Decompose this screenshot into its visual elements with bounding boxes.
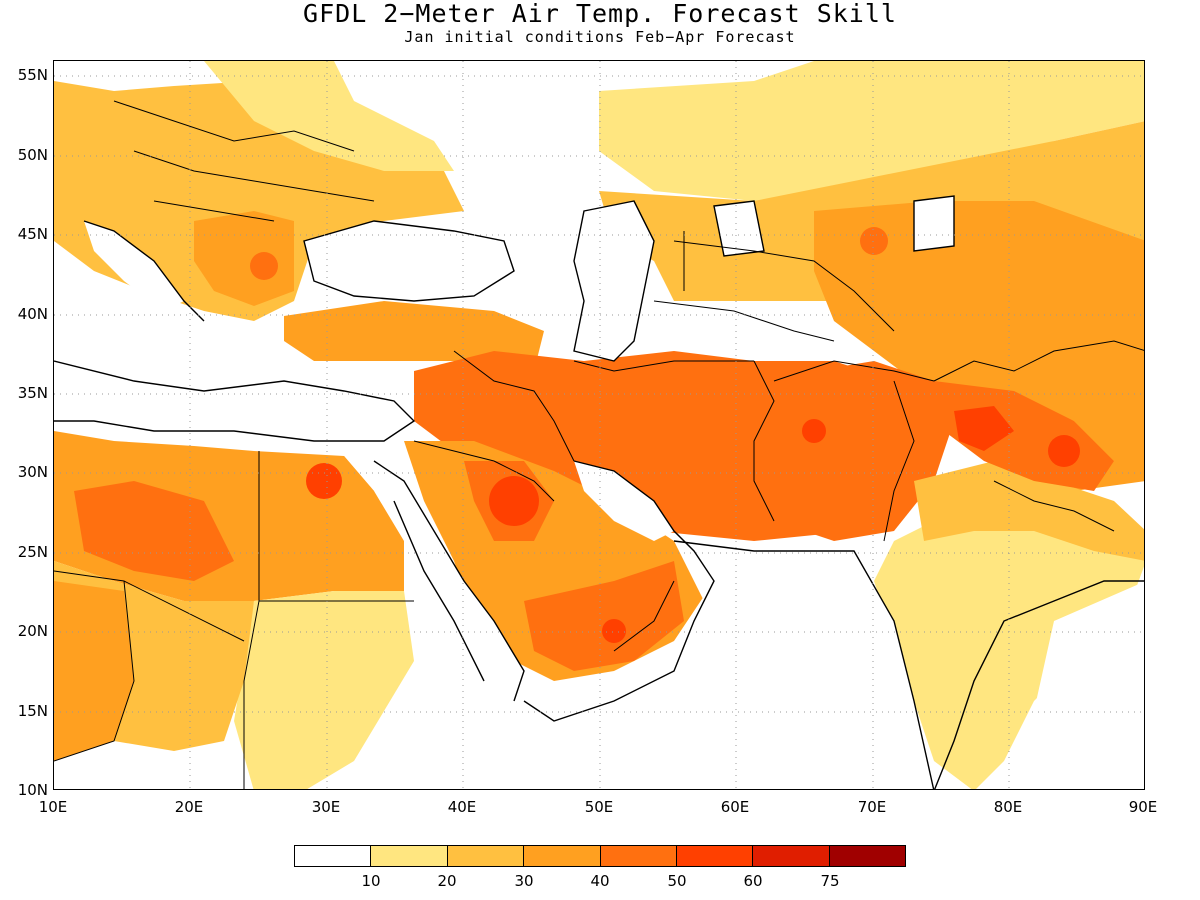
- legend-swatch-3: [524, 846, 601, 866]
- lon-tick-20e: 20E: [174, 798, 204, 816]
- skill-region-pakistan: [754, 361, 954, 541]
- lat-tick-35n: 35N: [17, 384, 48, 402]
- bay-of-bengal: [1014, 581, 1144, 789]
- skill-hotspot-2: [306, 463, 342, 499]
- skill-region-india: [874, 501, 1144, 789]
- legend-label-10: 10: [361, 872, 381, 890]
- lat-tick-20n: 20N: [17, 622, 48, 640]
- skill-region-niger: [54, 581, 134, 761]
- lon-tick-10e: 10E: [38, 798, 68, 816]
- lat-tick-25n: 25N: [17, 543, 48, 561]
- lon-tick-80e: 80E: [993, 798, 1023, 816]
- legend-label-30: 30: [514, 872, 534, 890]
- legend-label-50: 50: [667, 872, 687, 890]
- skill-region-tibet: [1014, 341, 1144, 480]
- lat-tick-45n: 45N: [17, 225, 48, 243]
- legend-label-60: 60: [743, 872, 763, 890]
- skill-region-himalaya-peak: [954, 406, 1014, 451]
- skill-hotspot-6: [860, 227, 888, 255]
- skill-region-sudan: [234, 591, 414, 789]
- legend-label-40: 40: [590, 872, 610, 890]
- sea-persian-gulf: [574, 461, 674, 541]
- lon-tick-30e: 30E: [311, 798, 341, 816]
- skill-region-balkans: [194, 211, 294, 306]
- skill-hotspot-5: [602, 619, 626, 643]
- lat-tick-10n: 10N: [17, 781, 48, 799]
- legend-swatch-4: [600, 846, 677, 866]
- chart-subtitle: Jan initial conditions Feb−Apr Forecast: [404, 28, 796, 46]
- gridlines: [54, 61, 1144, 789]
- chart-title: GFDL 2−Meter Air Temp. Forecast Skill: [303, 0, 897, 28]
- skill-region-turkey: [284, 301, 544, 371]
- lon-tick-60e: 60E: [720, 798, 750, 816]
- color-legend: [294, 845, 906, 867]
- lat-tick-30n: 30N: [17, 463, 48, 481]
- skill-region-egypt: [264, 456, 384, 581]
- sea-arabian: [555, 541, 934, 789]
- lon-tick-40e: 40E: [447, 798, 477, 816]
- skill-hotspot-1: [489, 476, 539, 526]
- legend-swatch-0: [295, 846, 372, 866]
- skill-region-central-asia: [599, 61, 1144, 211]
- skill-region-india-north: [914, 461, 1144, 561]
- legend-swatch-6: [753, 846, 830, 866]
- country-borders: [54, 100, 1144, 789]
- map-plot-area: [53, 60, 1145, 790]
- legend-label-75: 75: [820, 872, 840, 890]
- lat-tick-50n: 50N: [17, 146, 48, 164]
- lat-tick-15n: 15N: [17, 702, 48, 720]
- sea-red: [374, 461, 524, 701]
- legend-swatch-1: [371, 846, 448, 866]
- skill-region-arabia-south: [524, 561, 684, 671]
- legend-swatch-2: [447, 846, 525, 866]
- lon-tick-50e: 50E: [584, 798, 614, 816]
- skill-hotspot-4: [802, 419, 826, 443]
- skill-hotspot-3: [1048, 435, 1080, 467]
- map-svg: [54, 61, 1144, 789]
- sea-balkhash: [914, 196, 954, 251]
- skill-region-europe-north: [204, 61, 454, 171]
- sea-mediterranean: [54, 361, 414, 441]
- lat-tick-55n: 55N: [17, 66, 48, 84]
- lon-tick-70e: 70E: [857, 798, 887, 816]
- skill-region-libya-egypt: [74, 481, 234, 581]
- sea-black: [304, 221, 514, 301]
- sea-caspian: [574, 201, 654, 361]
- legend-label-20: 20: [437, 872, 457, 890]
- legend-swatch-7: [829, 846, 905, 866]
- sea-aral: [714, 201, 764, 256]
- lon-tick-90e: 90E: [1128, 798, 1158, 816]
- sea-adriatic: [84, 221, 184, 311]
- legend-swatch-5: [676, 846, 754, 866]
- skill-hotspot-7: [250, 252, 278, 280]
- lat-tick-40n: 40N: [17, 305, 48, 323]
- coastlines: [54, 195, 1144, 789]
